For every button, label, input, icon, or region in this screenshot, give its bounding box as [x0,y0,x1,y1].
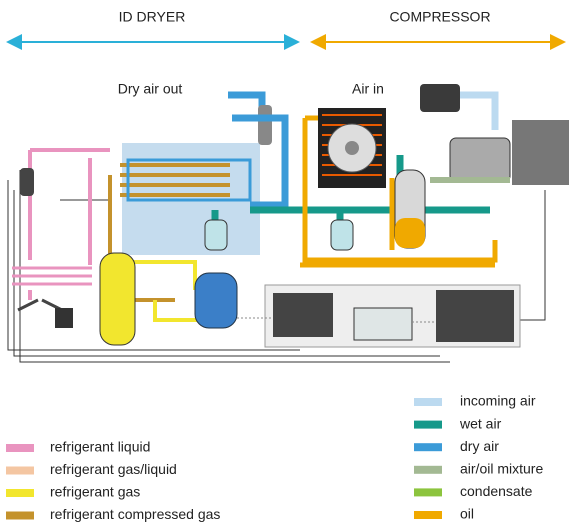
legend-label: wet air [459,415,502,431]
compressor-heading: COMPRESSOR [389,9,490,25]
legend-label: refrigerant gas [50,484,140,500]
legend-swatch [414,466,442,474]
dryer-heading: ID DRYER [119,9,186,25]
legend-label: incoming air [460,393,536,409]
legend-swatch [414,421,442,429]
legend-swatch [414,443,442,451]
schematic [8,84,569,362]
legend-label: refrigerant compressed gas [50,506,220,522]
legend-label: dry air [460,438,499,454]
legend-label: condensate [460,483,533,499]
legend-swatch [414,511,442,519]
air-in-label: Air in [352,81,384,97]
legend-swatch [6,444,34,452]
legend-swatch [414,488,442,496]
legend-swatch [6,489,34,497]
dry-air-out-label: Dry air out [118,81,183,97]
legend-label: air/oil mixture [460,461,543,477]
legend-label: oil [460,506,474,522]
legend-swatch [6,512,34,520]
legend-label: refrigerant liquid [50,439,150,455]
legend-swatch [414,398,442,406]
diagram: ID DRYER COMPRESSOR Dry air out Air in [0,0,569,529]
legend-label: refrigerant gas/liquid [50,461,177,477]
legend-swatch [6,467,34,475]
